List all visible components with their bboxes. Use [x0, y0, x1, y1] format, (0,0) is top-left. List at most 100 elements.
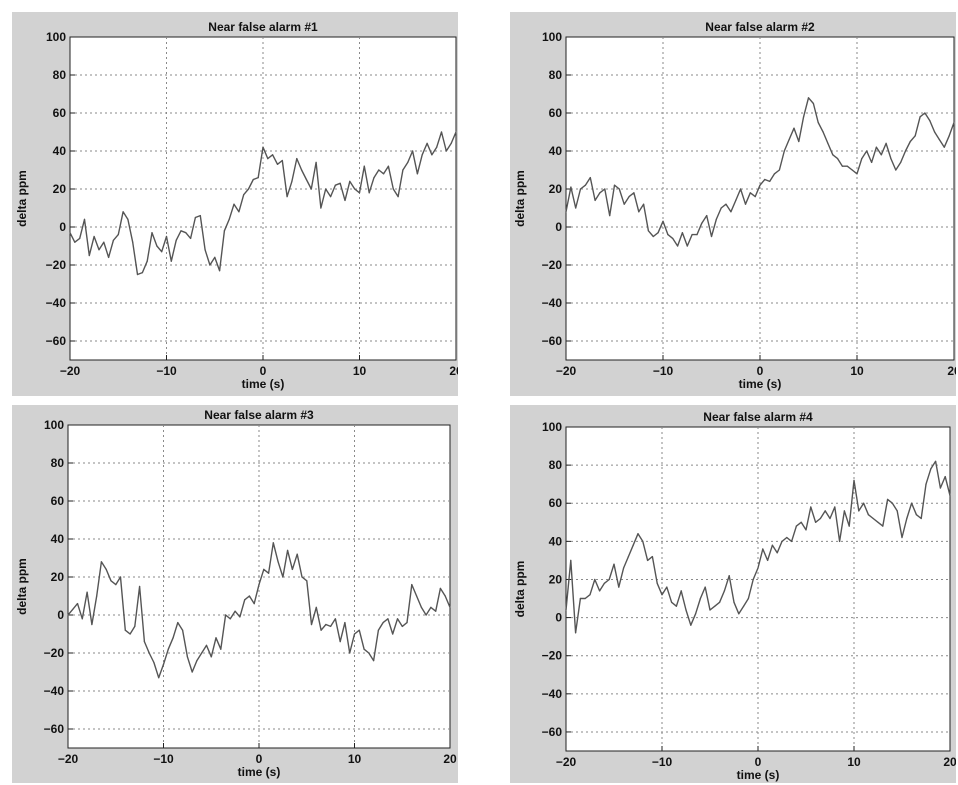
data-point: [781, 540, 783, 542]
data-point: [906, 517, 908, 520]
data-point: [334, 618, 336, 620]
data-point: [920, 517, 922, 520]
data-point: [788, 139, 790, 141]
data-point: [416, 595, 418, 597]
data-point: [704, 586, 706, 588]
data-point: [651, 556, 653, 558]
data-point: [843, 510, 845, 512]
data-point: [911, 502, 913, 504]
data-point: [396, 618, 399, 620]
data-point: [896, 510, 898, 512]
y-axis-label: delta ppm: [15, 170, 29, 227]
data-point: [186, 656, 188, 658]
data-point: [93, 235, 95, 238]
data-point: [807, 97, 810, 99]
data-point: [667, 234, 669, 236]
data-point: [349, 652, 351, 654]
data-point: [819, 517, 821, 520]
y-tick-label: 60: [51, 494, 65, 508]
data-point: [915, 514, 917, 516]
y-tick-label: 0: [555, 220, 562, 234]
data-point: [248, 595, 250, 597]
data-point: [618, 188, 620, 190]
data-point: [262, 146, 264, 148]
data-point: [368, 192, 370, 194]
data-point: [301, 169, 303, 171]
data-point: [436, 146, 438, 148]
y-tick-label: −20: [542, 649, 563, 663]
data-point: [305, 178, 307, 181]
data-point: [253, 603, 255, 605]
data-point: [769, 180, 771, 182]
data-point: [397, 196, 399, 198]
data-point: [613, 184, 616, 186]
data-point: [72, 608, 74, 610]
data-point: [939, 487, 941, 489]
data-point: [594, 578, 596, 581]
data-point: [627, 556, 629, 558]
data-point: [783, 150, 785, 152]
y-tick-label: 20: [549, 572, 563, 586]
data-point: [115, 584, 117, 586]
y-tick-label: 20: [549, 182, 563, 196]
y-tick-label: −40: [542, 296, 563, 310]
y-tick-label: 80: [53, 68, 67, 82]
data-point: [762, 548, 764, 550]
data-point: [618, 586, 620, 588]
data-point: [934, 131, 936, 133]
data-point: [919, 116, 921, 118]
data-point: [81, 618, 83, 620]
y-tick-label: −20: [44, 646, 65, 660]
y-tick-label: 100: [542, 420, 562, 434]
data-point: [589, 594, 591, 596]
data-point: [871, 161, 873, 163]
data-point: [671, 601, 673, 603]
data-point: [637, 533, 639, 535]
data-point: [119, 576, 122, 578]
y-tick-label: 60: [549, 496, 563, 510]
y-tick-label: 80: [549, 458, 563, 472]
data-point: [401, 625, 403, 627]
x-tick-label: −20: [60, 364, 81, 378]
x-tick-label: −20: [556, 755, 577, 769]
data-point: [735, 199, 737, 201]
data-point: [930, 468, 932, 470]
data-point: [167, 648, 169, 650]
data-point: [449, 606, 451, 608]
data-point: [83, 218, 86, 220]
data-point: [647, 230, 649, 232]
x-tick-label: 20: [943, 755, 956, 769]
data-point: [455, 131, 457, 133]
data-point: [177, 622, 179, 624]
data-point: [378, 169, 380, 171]
chart-panel-2: −20 −10 0 10 20 −60 −40 −20 0 20 40 60 80 100 Near fal…: [510, 12, 956, 396]
x-tick-label: −10: [652, 755, 673, 769]
y-tick-label: 100: [44, 418, 64, 432]
data-point: [662, 220, 664, 222]
y-tick-label: −20: [542, 258, 563, 272]
data-point: [839, 540, 841, 542]
data-point: [69, 232, 71, 234]
data-point: [228, 218, 230, 220]
data-point: [575, 632, 577, 634]
data-point: [377, 629, 379, 631]
x-tick-label: −10: [153, 752, 174, 766]
data-point: [875, 146, 877, 148]
data-point: [143, 641, 145, 643]
data-point: [244, 599, 246, 601]
data-point: [406, 622, 408, 624]
data-point: [98, 249, 100, 251]
data-point: [450, 142, 452, 144]
data-point: [575, 207, 577, 209]
data-point: [633, 192, 635, 194]
data-point: [225, 614, 227, 616]
data-point: [681, 232, 683, 234]
data-point: [695, 613, 697, 615]
data-point: [445, 150, 447, 152]
data-point: [199, 215, 201, 217]
data-point: [320, 629, 322, 631]
data-point: [791, 540, 793, 542]
data-point: [925, 483, 927, 485]
data-point: [771, 544, 773, 546]
x-tick-label: 0: [260, 364, 267, 378]
